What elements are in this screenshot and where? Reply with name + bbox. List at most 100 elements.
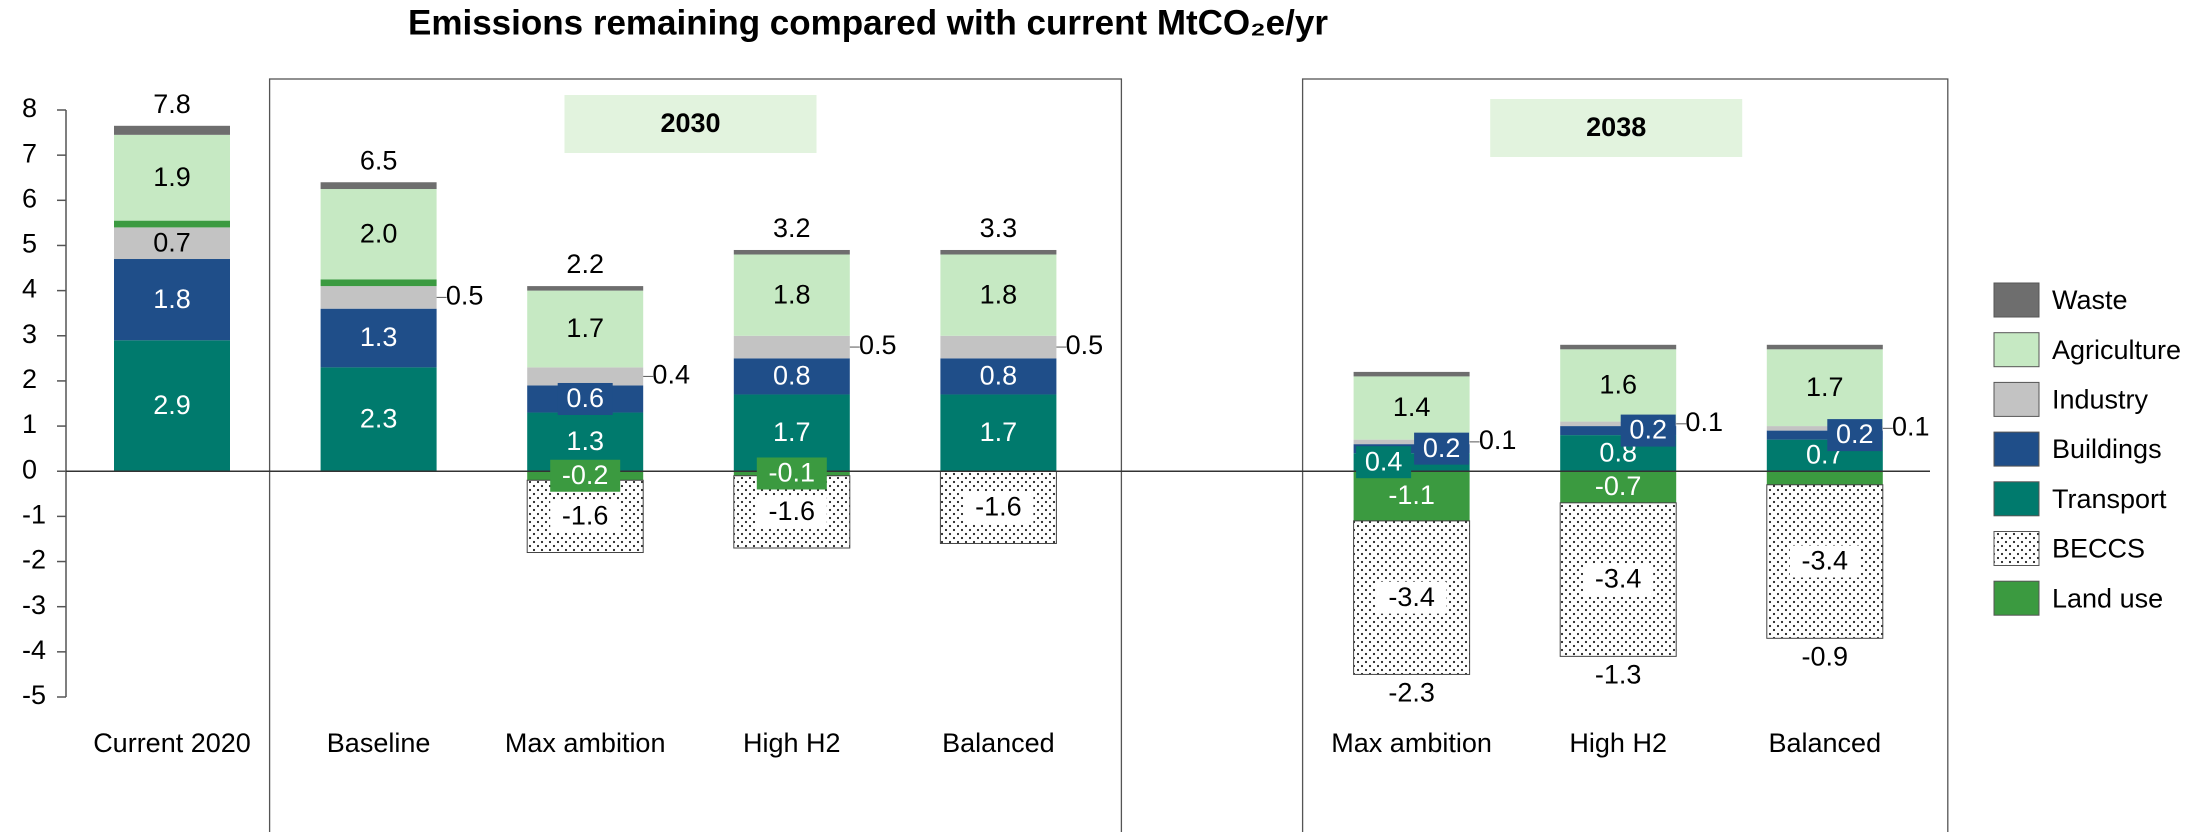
total-label: -1.3	[1595, 659, 1642, 689]
data-label: -0.2	[562, 460, 609, 490]
total-label: 3.3	[980, 213, 1018, 243]
y-tick-label: -4	[22, 635, 46, 665]
data-label-box	[550, 459, 621, 492]
data-label: 0.8	[980, 361, 1018, 391]
bar-segment	[1766, 471, 1883, 485]
group-header-box	[1490, 99, 1743, 157]
y-tick-label: 1	[22, 409, 37, 439]
data-label: -0.7	[1595, 471, 1642, 501]
data-label: -0.1	[769, 458, 816, 488]
data-label: 0.8	[773, 361, 811, 391]
bar-segment	[733, 249, 850, 255]
bar-segment	[1766, 430, 1883, 440]
bar-segment	[1353, 376, 1470, 440]
legend-swatch	[1993, 580, 2040, 616]
data-label: 1.8	[773, 279, 811, 309]
bar-segment	[320, 189, 437, 280]
chart-title: Emissions remaining compared with curren…	[408, 3, 1328, 42]
bar-segment	[527, 367, 644, 386]
bar-segment	[1353, 439, 1470, 445]
data-label: 1.7	[1806, 372, 1844, 402]
data-label: 0.6	[566, 383, 604, 413]
legend-swatch	[1993, 282, 2040, 318]
bar-segment	[1560, 344, 1677, 350]
data-label: -3.4	[1802, 546, 1849, 576]
bar-segment	[1766, 349, 1883, 427]
data-label: 2.3	[360, 403, 398, 433]
bar-segment	[114, 259, 230, 341]
data-label: 0.7	[153, 227, 191, 257]
bar-segment	[114, 125, 230, 135]
data-label: -1.6	[562, 501, 609, 531]
data-label: -1.6	[975, 491, 1022, 521]
legend-label: Buildings	[2052, 434, 2162, 464]
legend-label: Agriculture	[2052, 335, 2181, 365]
data-label: 2.9	[153, 390, 191, 420]
data-label-box	[963, 491, 1034, 524]
data-label: 0.4	[652, 360, 690, 390]
group-box	[1301, 78, 1949, 832]
x-tick-label: Balanced	[1769, 728, 1882, 758]
y-tick-label: 7	[22, 138, 37, 168]
bar-segment	[320, 367, 437, 472]
data-label: 0.1	[1685, 407, 1723, 437]
total-label: -2.3	[1388, 678, 1435, 708]
bar-segment	[940, 254, 1057, 336]
data-label: 0.5	[859, 330, 897, 360]
x-tick-label: High H2	[743, 728, 841, 758]
legend-swatch	[1993, 431, 2040, 467]
x-tick-label: Current 2020	[93, 728, 251, 758]
data-label: 0.2	[1629, 415, 1667, 445]
data-label: 2.0	[360, 218, 398, 248]
bar-segment	[320, 279, 437, 287]
data-label: 1.3	[360, 322, 398, 352]
data-label: -1.6	[769, 496, 816, 526]
bar-segment	[114, 227, 230, 260]
data-label: 1.3	[566, 426, 604, 456]
data-label: 0.2	[1423, 433, 1461, 463]
legend-label: Land use	[2052, 583, 2163, 613]
bar-segment	[940, 249, 1057, 255]
bar-segment	[1353, 444, 1470, 454]
group-header: 2038	[1586, 112, 1646, 142]
bar-segment	[114, 220, 230, 228]
legend-label: Transport	[2052, 484, 2167, 514]
x-tick-label: Max ambition	[505, 728, 666, 758]
bar-segment	[527, 286, 644, 291]
data-label-box	[1583, 563, 1654, 596]
bar-segment	[1353, 371, 1470, 377]
data-label: 1.9	[153, 162, 191, 192]
legend-swatch	[1993, 481, 2040, 517]
data-label: 1.4	[1393, 392, 1431, 422]
data-label-box	[1620, 414, 1676, 447]
data-label: 0.5	[446, 281, 484, 311]
total-label: -0.9	[1802, 641, 1849, 671]
group-header: 2030	[660, 108, 720, 138]
bar-segment	[114, 340, 230, 472]
y-tick-label: 2	[22, 364, 37, 394]
data-label: -3.4	[1595, 564, 1642, 594]
bar-segment	[320, 308, 437, 368]
y-tick-label: -2	[22, 545, 46, 575]
total-label: 6.5	[360, 145, 398, 175]
bar-segment	[320, 286, 437, 309]
y-tick-label: 8	[22, 93, 37, 123]
data-label-box	[550, 500, 621, 533]
data-label-box	[1376, 581, 1447, 614]
data-label: 0.2	[1836, 419, 1874, 449]
data-label: 1.7	[566, 313, 604, 343]
y-tick-label: 0	[22, 454, 37, 484]
legend-swatch	[1993, 332, 2040, 368]
data-label: -1.1	[1388, 480, 1435, 510]
bar-segment	[1766, 426, 1883, 431]
y-tick-label: 4	[22, 274, 37, 304]
legend-label: Waste	[2052, 285, 2128, 315]
data-label-box	[1356, 446, 1412, 479]
bar-segment	[1766, 344, 1883, 350]
bar-segment	[1560, 421, 1677, 427]
x-tick-label: Balanced	[942, 728, 1055, 758]
data-label-box	[1414, 432, 1470, 465]
bar-segment	[1560, 471, 1677, 503]
bar-segment	[940, 394, 1057, 472]
